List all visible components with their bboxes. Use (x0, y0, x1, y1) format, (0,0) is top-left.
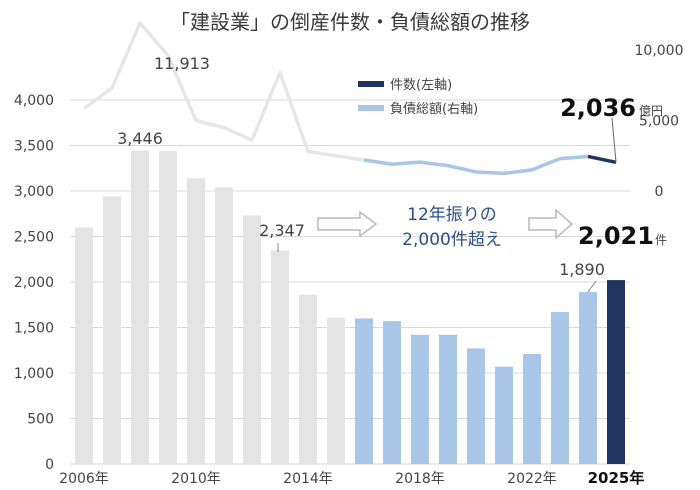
debt-label-leader (611, 117, 617, 163)
chart-title: 「建設業」の倒産件数・負債総額の推移 (170, 10, 530, 34)
unit-count: 件 (655, 233, 667, 247)
bar-2015年 (327, 317, 345, 464)
callout-arrow-left (317, 210, 378, 238)
data-label-leader-1890 (587, 280, 597, 293)
bar-2014年 (299, 294, 317, 464)
bar-2020年 (467, 348, 485, 464)
bar-2016年 (355, 318, 373, 464)
x-tick-label: 2025年 (588, 469, 645, 487)
bar-2022年 (523, 353, 541, 464)
data-label-1-2: 11,913 (154, 54, 210, 73)
y-left-tick-label: 500 (27, 412, 54, 428)
y-left-tick-label: 2,000 (14, 275, 54, 291)
y-left-tick-label: 3,500 (14, 139, 54, 155)
y-right-tick-label: 5,000 (639, 114, 679, 130)
debt-line-recent (363, 154, 589, 176)
x-tick-label: 2014年 (283, 471, 333, 487)
debt-line-past (82, 21, 365, 162)
bar-2019年 (439, 334, 457, 464)
y-left-tick-label: 1,500 (14, 321, 54, 337)
bar-2009年 (159, 150, 177, 464)
x-tick-label: 2006年 (59, 471, 109, 487)
y-right-tick-label: 0 (655, 184, 664, 200)
unit-debt: 億円 (639, 104, 663, 118)
y-left-tick-label: 4,000 (14, 93, 54, 109)
bar-2010年 (187, 178, 205, 464)
bar-2006年 (75, 227, 93, 464)
callout-arrow-right (528, 208, 574, 240)
bar-2013年 (271, 250, 289, 464)
x-tick-label: 2022年 (507, 471, 557, 487)
bar-2024年 (579, 292, 597, 464)
legend-label-count: 件数(左軸) (390, 78, 452, 93)
bar-2017年 (383, 321, 401, 464)
bar-2025年 (607, 280, 625, 464)
data-label-0-18: 1,890 (559, 260, 605, 279)
callout-line2: 2,000件超え (402, 230, 502, 250)
y-left-tick-label: 1,000 (14, 366, 54, 382)
legend-label-debt: 負債総額(右軸) (390, 102, 478, 117)
x-tick-label: 2010年 (171, 471, 221, 487)
y-right-tick-label: 10,000 (635, 43, 684, 59)
x-tick-label: 2018年 (395, 471, 445, 487)
bar-2008年 (131, 150, 149, 464)
data-label-0-19: 2,021 (578, 222, 654, 250)
bar-2012年 (243, 215, 261, 464)
bar-2007年 (103, 196, 121, 464)
bar-2023年 (551, 312, 569, 464)
bar-2011年 (215, 187, 233, 465)
y-left-tick-label: 3,000 (14, 184, 54, 200)
y-left-tick-label: 0 (45, 457, 54, 473)
y-left-tick-label: 2,500 (14, 230, 54, 246)
data-label-0-2: 3,446 (117, 129, 163, 148)
data-label-1-19: 2,036 (560, 94, 636, 122)
debt-line-current (587, 154, 617, 165)
bar-2018年 (411, 334, 429, 464)
data-label-0-7: 2,347 (259, 221, 305, 240)
callout-line1: 12年振りの (407, 205, 497, 225)
bar-2021年 (495, 366, 513, 464)
